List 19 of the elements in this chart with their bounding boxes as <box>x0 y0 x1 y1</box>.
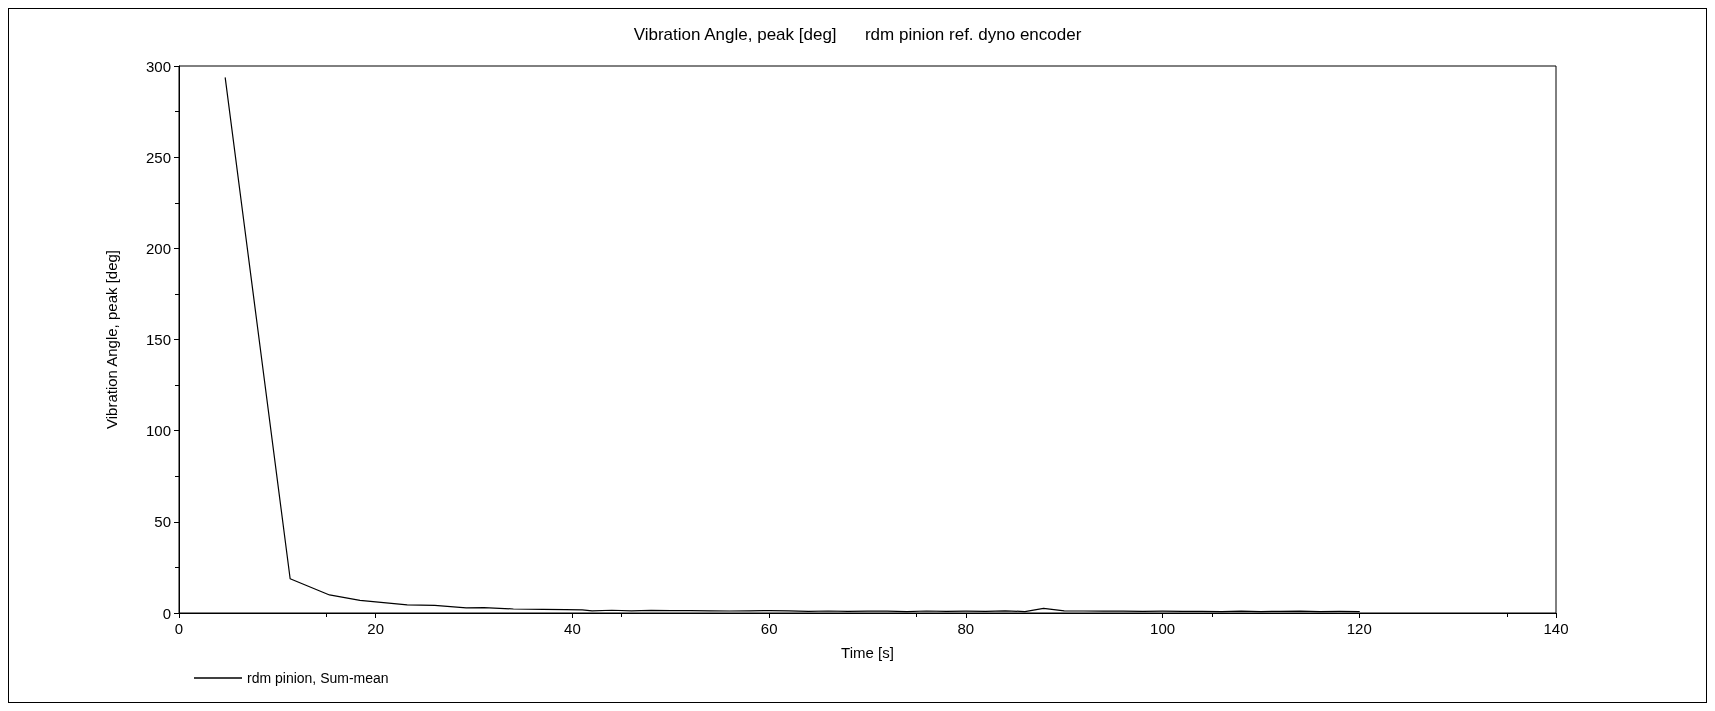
x-tick-label: 140 <box>1543 620 1569 637</box>
x-tick-label: 20 <box>367 620 385 637</box>
legend-label: rdm pinion, Sum-mean <box>247 670 389 686</box>
y-tick-label: 200 <box>145 239 171 257</box>
y-tick-label: 100 <box>145 422 171 440</box>
y-axis-title: Vibration Angle, peak [deg] <box>103 249 120 430</box>
y-tick-label: 150 <box>145 331 171 348</box>
x-tick-label: 60 <box>760 620 778 637</box>
y-tick-label: 0 <box>162 604 171 622</box>
x-tick-label: 100 <box>1150 620 1176 637</box>
x-tick-label: 40 <box>564 620 581 637</box>
x-tick-label: 0 <box>174 620 184 637</box>
chart-title: Vibration Angle, peak [deg] rdm pinion ref. dyno encoder <box>633 25 1082 44</box>
y-tick-label: 50 <box>154 513 171 531</box>
y-tick-label: 250 <box>145 148 171 166</box>
x-axis-title: Time [s] <box>841 644 894 661</box>
x-tick-label: 80 <box>957 620 975 637</box>
x-tick-label: 120 <box>1346 620 1372 637</box>
y-tick-label: 300 <box>145 57 171 75</box>
